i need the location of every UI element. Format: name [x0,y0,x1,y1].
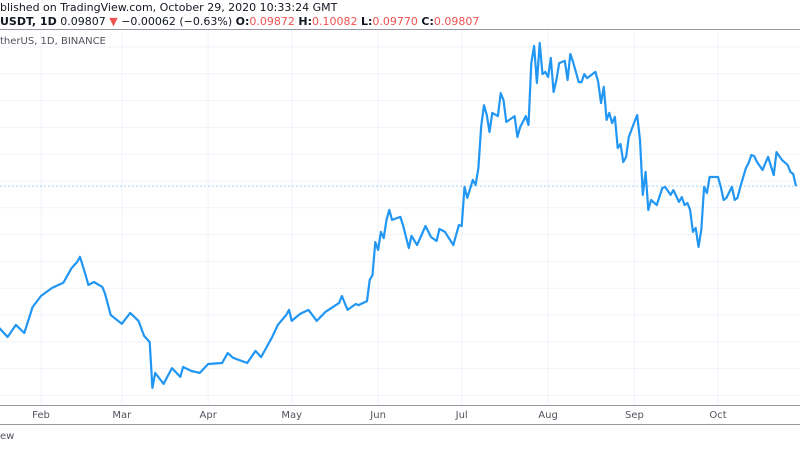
ohlc-header: USDT, 1D 0.09807 ▼ −0.00062 (−0.63%) O:0… [0,15,479,28]
x-tick-label: Sep [624,410,644,421]
x-tick-label: Aug [538,410,558,421]
time-axis-bottom-border [0,424,800,425]
price-change: −0.00062 (−0.63%) [121,15,233,28]
x-tick-label: Mar [112,410,132,421]
close-value: 0.09807 [433,15,480,28]
low-value: 0.09770 [372,15,418,28]
x-tick-label: Oct [709,410,727,421]
triangle-down-icon: ▼ [109,15,118,28]
x-tick-label: Jul [455,410,468,421]
footer-note: ew [0,431,15,442]
open-label: O: [235,15,250,28]
published-note: blished on TradingView.com, October 29, … [0,1,338,14]
close-label: C: [421,15,434,28]
open-value: 0.09872 [249,15,295,28]
time-axis-top-border [0,405,800,406]
low-label: L: [361,15,373,28]
x-tick-label: May [281,410,303,421]
grid [0,30,800,405]
series-legend: therUS, 1D, BINANCE [0,36,106,47]
price-line-series [0,41,798,389]
symbol-label: USDT, 1D [0,15,57,28]
x-tick-label: Jun [370,410,386,421]
high-label: H: [298,15,312,28]
x-tick-label: Feb [32,410,50,421]
last-price: 0.09807 [60,15,106,28]
high-value: 0.10082 [312,15,358,28]
header-divider [0,29,800,30]
x-tick-label: Apr [199,410,217,421]
